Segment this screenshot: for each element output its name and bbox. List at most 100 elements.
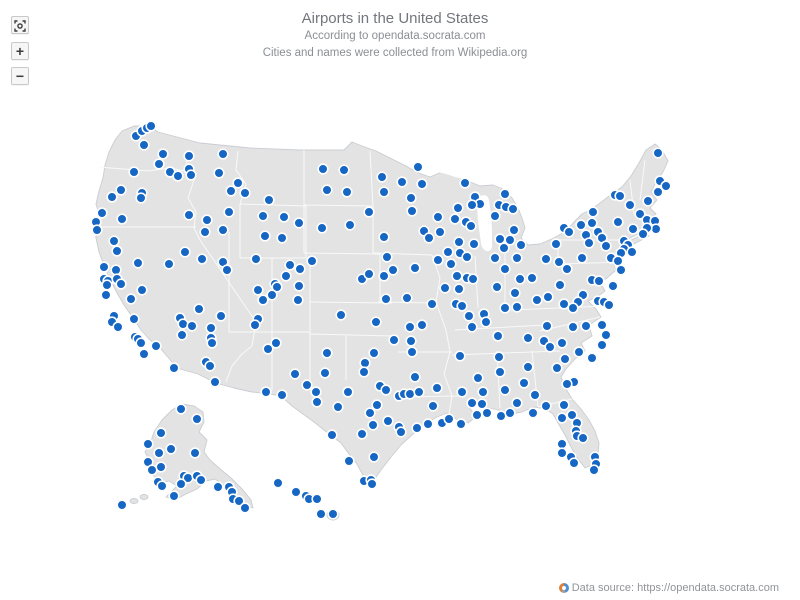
- airport-dot[interactable]: [558, 298, 570, 310]
- airport-dot[interactable]: [553, 256, 565, 268]
- airport-dot[interactable]: [455, 418, 467, 430]
- airport-dot[interactable]: [495, 410, 507, 422]
- airport-dot[interactable]: [115, 278, 127, 290]
- airport-dot[interactable]: [499, 302, 511, 314]
- airport-dot[interactable]: [467, 273, 479, 285]
- airport-dot[interactable]: [183, 209, 195, 221]
- airport-dot[interactable]: [540, 400, 552, 412]
- airport-dot[interactable]: [284, 259, 296, 271]
- airport-dot[interactable]: [499, 263, 511, 275]
- airport-dot[interactable]: [432, 211, 444, 223]
- airport-dot[interactable]: [443, 413, 455, 425]
- fit-extent-button[interactable]: [11, 16, 29, 34]
- airport-dot[interactable]: [179, 246, 191, 258]
- airport-dot[interactable]: [652, 147, 664, 159]
- airport-dot[interactable]: [466, 397, 478, 409]
- airport-dot[interactable]: [338, 164, 350, 176]
- airport-dot[interactable]: [183, 150, 195, 162]
- airport-dot[interactable]: [481, 407, 493, 419]
- airport-dot[interactable]: [511, 397, 523, 409]
- airport-dot[interactable]: [406, 205, 418, 217]
- airport-dot[interactable]: [561, 263, 573, 275]
- airport-dot[interactable]: [405, 192, 417, 204]
- airport-dot[interactable]: [290, 486, 302, 498]
- airport-dot[interactable]: [567, 321, 579, 333]
- airport-dot[interactable]: [556, 337, 568, 349]
- airport-dot[interactable]: [445, 258, 457, 270]
- airport-dot[interactable]: [115, 184, 127, 196]
- airport-dot[interactable]: [416, 319, 428, 331]
- airport-dot[interactable]: [278, 211, 290, 223]
- airport-dot[interactable]: [359, 357, 371, 369]
- airport-dot[interactable]: [559, 353, 571, 365]
- airport-dot[interactable]: [233, 495, 245, 507]
- airport-dot[interactable]: [626, 246, 638, 258]
- airport-dot[interactable]: [586, 217, 598, 229]
- airport-dot[interactable]: [153, 447, 165, 459]
- airport-dot[interactable]: [293, 217, 305, 229]
- airport-dot[interactable]: [491, 281, 503, 293]
- airport-dot[interactable]: [341, 186, 353, 198]
- airport-dot[interactable]: [558, 399, 570, 411]
- airport-dot[interactable]: [276, 232, 288, 244]
- airport-dot[interactable]: [201, 214, 213, 226]
- airport-dot[interactable]: [156, 480, 168, 492]
- airport-dot[interactable]: [209, 376, 221, 388]
- airport-dot[interactable]: [409, 262, 421, 274]
- airport-dot[interactable]: [316, 222, 328, 234]
- airport-dot[interactable]: [363, 206, 375, 218]
- airport-dot[interactable]: [642, 195, 654, 207]
- airport-dot[interactable]: [461, 251, 473, 263]
- airport-dot[interactable]: [138, 139, 150, 151]
- airport-dot[interactable]: [217, 148, 229, 160]
- airport-dot[interactable]: [508, 224, 520, 236]
- airport-dot[interactable]: [422, 418, 434, 430]
- airport-dot[interactable]: [431, 382, 443, 394]
- airport-dot[interactable]: [175, 403, 187, 415]
- airport-dot[interactable]: [276, 389, 288, 401]
- airport-dot[interactable]: [376, 171, 388, 183]
- airport-dot[interactable]: [573, 346, 585, 358]
- airport-dot[interactable]: [335, 309, 347, 321]
- airport-dot[interactable]: [106, 191, 118, 203]
- airport-dot[interactable]: [434, 226, 446, 238]
- airport-dot[interactable]: [583, 237, 595, 249]
- airport-dot[interactable]: [499, 188, 511, 200]
- airport-dot[interactable]: [257, 294, 269, 306]
- airport-dot[interactable]: [395, 426, 407, 438]
- airport-dot[interactable]: [380, 293, 392, 305]
- airport-dot[interactable]: [550, 238, 562, 250]
- airport-dot[interactable]: [366, 478, 378, 490]
- airport-dot[interactable]: [404, 321, 416, 333]
- airport-dot[interactable]: [98, 261, 110, 273]
- airport-dot[interactable]: [168, 490, 180, 502]
- airport-dot[interactable]: [191, 413, 203, 425]
- airport-dot[interactable]: [466, 321, 478, 333]
- airport-dot[interactable]: [477, 386, 489, 398]
- airport-dot[interactable]: [563, 226, 575, 238]
- airport-dot[interactable]: [518, 377, 530, 389]
- airport-dot[interactable]: [382, 415, 394, 427]
- airport-dot[interactable]: [138, 348, 150, 360]
- airport-dot[interactable]: [561, 378, 573, 390]
- airport-dot[interactable]: [378, 231, 390, 243]
- airport-dot[interactable]: [378, 186, 390, 198]
- airport-dot[interactable]: [413, 386, 425, 398]
- airport-dot[interactable]: [540, 253, 552, 265]
- airport-dot[interactable]: [378, 270, 390, 282]
- airport-dot[interactable]: [580, 320, 592, 332]
- airport-dot[interactable]: [607, 280, 619, 292]
- airport-dot[interactable]: [263, 194, 275, 206]
- airport-dot[interactable]: [472, 372, 484, 384]
- airport-dot[interactable]: [150, 340, 162, 352]
- airport-dot[interactable]: [205, 322, 217, 334]
- airport-dot[interactable]: [321, 184, 333, 196]
- airport-dot[interactable]: [650, 223, 662, 235]
- airport-dot[interactable]: [596, 339, 608, 351]
- airport-dot[interactable]: [172, 170, 184, 182]
- airport-dot[interactable]: [96, 207, 108, 219]
- airport-dot[interactable]: [185, 169, 197, 181]
- airport-dot[interactable]: [494, 233, 506, 245]
- airport-dot[interactable]: [215, 310, 227, 322]
- airport-dot[interactable]: [439, 282, 451, 294]
